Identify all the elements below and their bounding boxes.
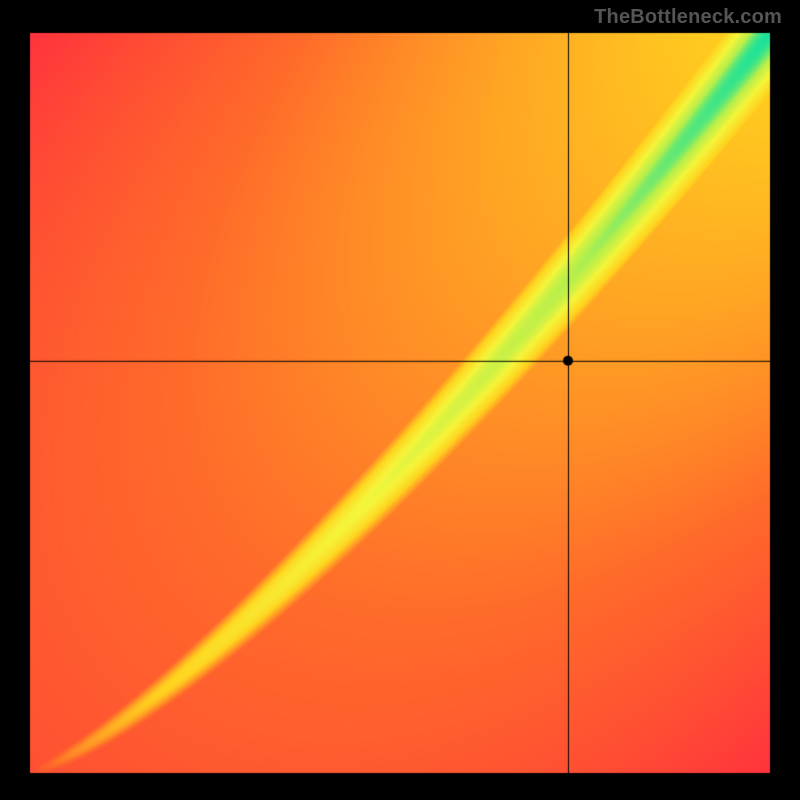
heatmap-canvas: [0, 0, 800, 800]
chart-container: TheBottleneck.com: [0, 0, 800, 800]
attribution-text: TheBottleneck.com: [594, 6, 782, 29]
